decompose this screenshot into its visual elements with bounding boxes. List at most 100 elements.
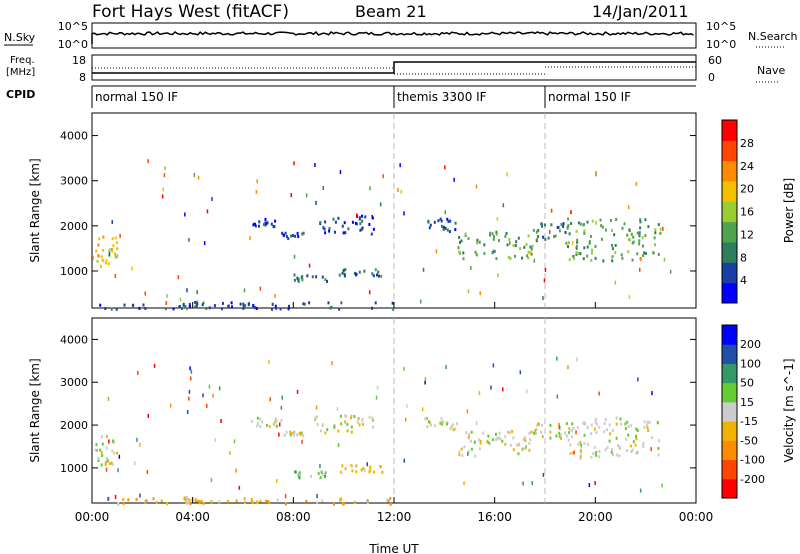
power-cell: [195, 304, 198, 308]
power-noise-cell: [165, 301, 168, 305]
power-cell: [194, 300, 197, 304]
velocity-cell: [363, 468, 366, 472]
power-cell: [653, 236, 656, 240]
velocity-cell: [479, 441, 482, 445]
power-cell: [527, 234, 530, 238]
power-cell: [188, 304, 191, 308]
power-cell: [573, 257, 576, 261]
velocity-cell: [294, 470, 297, 474]
velocity-cell: [235, 499, 238, 503]
velocity-cell: [340, 471, 343, 475]
power-cell: [302, 231, 305, 235]
velocity-cell: [617, 444, 619, 447]
power-noise-cell: [496, 216, 499, 221]
velocity-cell: [478, 447, 481, 451]
velocity-cell: [586, 426, 589, 430]
velocity-cell: [343, 501, 345, 505]
power-cell: [340, 301, 343, 305]
velocity-noise-cell: [478, 391, 481, 395]
power-cell: [588, 240, 591, 244]
velocity-cell: [451, 423, 454, 427]
velocity-cell: [604, 448, 607, 452]
velocity-cell: [368, 415, 371, 419]
velocity-cell: [657, 453, 660, 457]
power-cell: [643, 251, 646, 255]
velocity-cell: [482, 431, 485, 435]
velocity-cell: [560, 436, 562, 440]
velocity-cell: [624, 422, 627, 426]
power-noise-cell: [177, 275, 180, 280]
velocity-cell: [549, 430, 552, 434]
velocity-cell: [528, 431, 531, 435]
velocity-cell: [324, 474, 327, 478]
velocity-cell: [608, 423, 611, 427]
power-cell: [462, 251, 465, 255]
velocity-noise-cell: [588, 483, 591, 488]
velocity-cell: [577, 442, 580, 446]
power-cell: [526, 254, 529, 258]
power-noise-cell: [543, 278, 546, 283]
power-cell: [647, 225, 650, 229]
velocity-cell: [189, 502, 192, 505]
velocity-noise-cell: [421, 407, 424, 412]
power-cell: [627, 237, 630, 241]
power-cell: [368, 223, 371, 226]
power-cell: [371, 272, 374, 276]
power-noise-cell: [305, 193, 308, 198]
velocity-cell: [487, 441, 490, 445]
power-cell: [583, 246, 586, 250]
x-tick-label: 00:00: [75, 510, 110, 524]
velocity-cell: [626, 420, 629, 424]
colorbar-tick-label: 200: [740, 338, 761, 351]
power-cell: [319, 221, 322, 225]
power-cell: [576, 240, 579, 244]
power-cell: [324, 231, 327, 235]
velocity-cell: [606, 428, 608, 432]
power-cell: [252, 304, 255, 308]
x-tick-label: 04:00: [175, 510, 210, 524]
velocity-noise-cell: [316, 494, 318, 499]
velocity-cell: [145, 499, 148, 503]
power-cell: [478, 240, 481, 244]
velocity-cell: [530, 430, 533, 434]
velocity-cell: [389, 502, 392, 506]
power-noise-cell: [549, 229, 551, 234]
velocity-cell: [461, 453, 464, 457]
power-cell: [297, 279, 300, 283]
velocity-noise-cell: [214, 438, 216, 442]
velocity-noise-cell: [188, 389, 191, 394]
velocity-noise-cell: [208, 384, 211, 389]
velocity-noise-cell: [229, 451, 231, 455]
power-cell: [615, 218, 618, 221]
power-cell: [562, 224, 565, 228]
power-cell: [186, 307, 188, 311]
velocity-noise-cell: [558, 425, 560, 430]
velocity-noise-cell: [573, 450, 575, 455]
velocity-cell: [97, 456, 100, 460]
velocity-cell: [463, 445, 466, 449]
velocity-cell: [101, 435, 103, 439]
power-cell: [196, 300, 199, 304]
power-noise-cell: [544, 267, 547, 272]
y-tick-label: 1000: [60, 462, 88, 475]
velocity-noise-cell: [107, 396, 110, 401]
power-cell: [541, 223, 543, 227]
velocity-cell: [630, 450, 633, 453]
velocity-cell: [319, 476, 322, 480]
power-cell: [564, 231, 567, 234]
power-cell: [577, 251, 580, 255]
velocity-cell: [579, 451, 582, 455]
power-cell: [347, 227, 350, 231]
power-cell: [301, 232, 304, 236]
velocity-cell: [646, 420, 649, 424]
velocity-cell: [346, 422, 349, 426]
velocity-colorbar-cell: [722, 363, 737, 384]
velocity-noise-cell: [276, 479, 278, 483]
velocity-cell: [344, 420, 347, 424]
power-cell: [620, 253, 623, 257]
colorbar-tick-label: 8: [740, 251, 747, 264]
velocity-cell: [630, 424, 633, 428]
power-noise-cell: [382, 174, 384, 179]
power-cell: [638, 234, 641, 238]
power-cell: [271, 307, 273, 311]
